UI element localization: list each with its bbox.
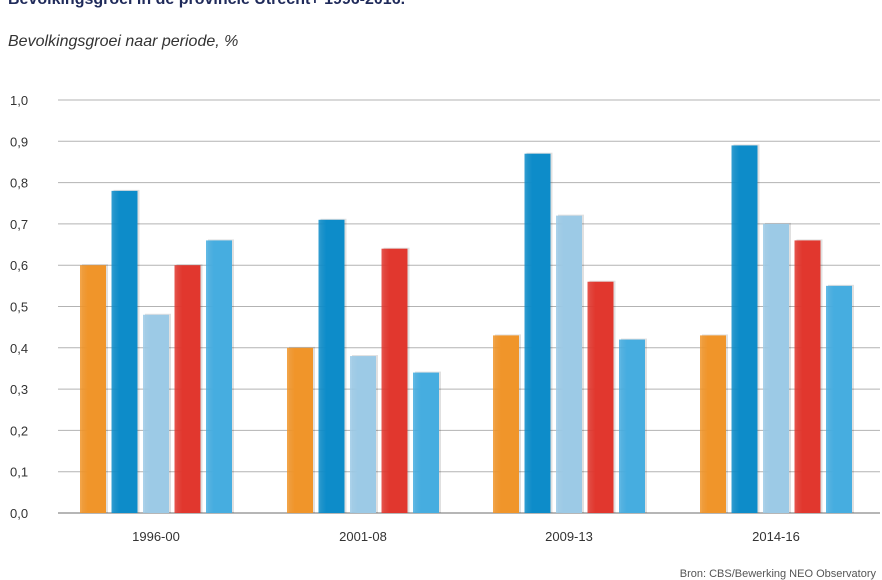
bar xyxy=(287,347,313,513)
bar xyxy=(763,223,789,513)
y-tick-label: 0,9 xyxy=(10,134,28,149)
bar xyxy=(556,215,582,513)
bar xyxy=(413,372,439,513)
y-axis-ticks: 0,0 0,1 0,2 0,3 0,4 0,5 0,6 0,7 0,8 0,9 1,0 xyxy=(10,93,28,521)
y-tick-label: 0,1 xyxy=(10,465,28,480)
bar xyxy=(174,265,201,513)
x-tick-label: 2009-13 xyxy=(545,529,593,544)
y-tick-label: 0,7 xyxy=(10,217,28,232)
bar xyxy=(587,281,614,513)
bar xyxy=(318,219,345,513)
source-note: Bron: CBS/Bewerking NEO Observatory xyxy=(679,568,876,580)
x-tick-label: 2001-08 xyxy=(339,529,387,544)
y-tick-label: 0,6 xyxy=(10,258,28,273)
bar xyxy=(524,153,551,513)
y-tick-label: 0,2 xyxy=(10,423,28,438)
x-tick-label: 2014-16 xyxy=(752,529,800,544)
bar xyxy=(206,240,232,514)
y-tick-label: 0,3 xyxy=(10,382,28,397)
bar xyxy=(794,240,821,514)
bar xyxy=(350,356,376,513)
y-tick-label: 1,0 xyxy=(10,93,28,108)
chart-subtitle: Bevolkingsgroei naar periode, % xyxy=(8,33,239,50)
x-tick-label: 1996-00 xyxy=(132,529,180,544)
bar xyxy=(493,335,519,513)
chart-title: Bevolkingsgroei in de provincie Utrecht+… xyxy=(8,0,405,9)
bar xyxy=(381,248,408,513)
y-tick-label: 0,4 xyxy=(10,341,28,356)
bar xyxy=(700,335,726,513)
x-axis-ticks: 1996-00 2001-08 2009-13 2014-16 xyxy=(132,529,800,544)
bar xyxy=(826,285,852,513)
bar xyxy=(619,339,645,513)
y-tick-label: 0,8 xyxy=(10,176,28,191)
bar xyxy=(80,265,106,513)
bar xyxy=(111,190,138,514)
bars xyxy=(80,144,854,514)
y-tick-label: 0,0 xyxy=(10,506,28,521)
bar xyxy=(731,145,758,513)
y-tick-label: 0,5 xyxy=(10,300,28,315)
bar xyxy=(143,314,169,513)
